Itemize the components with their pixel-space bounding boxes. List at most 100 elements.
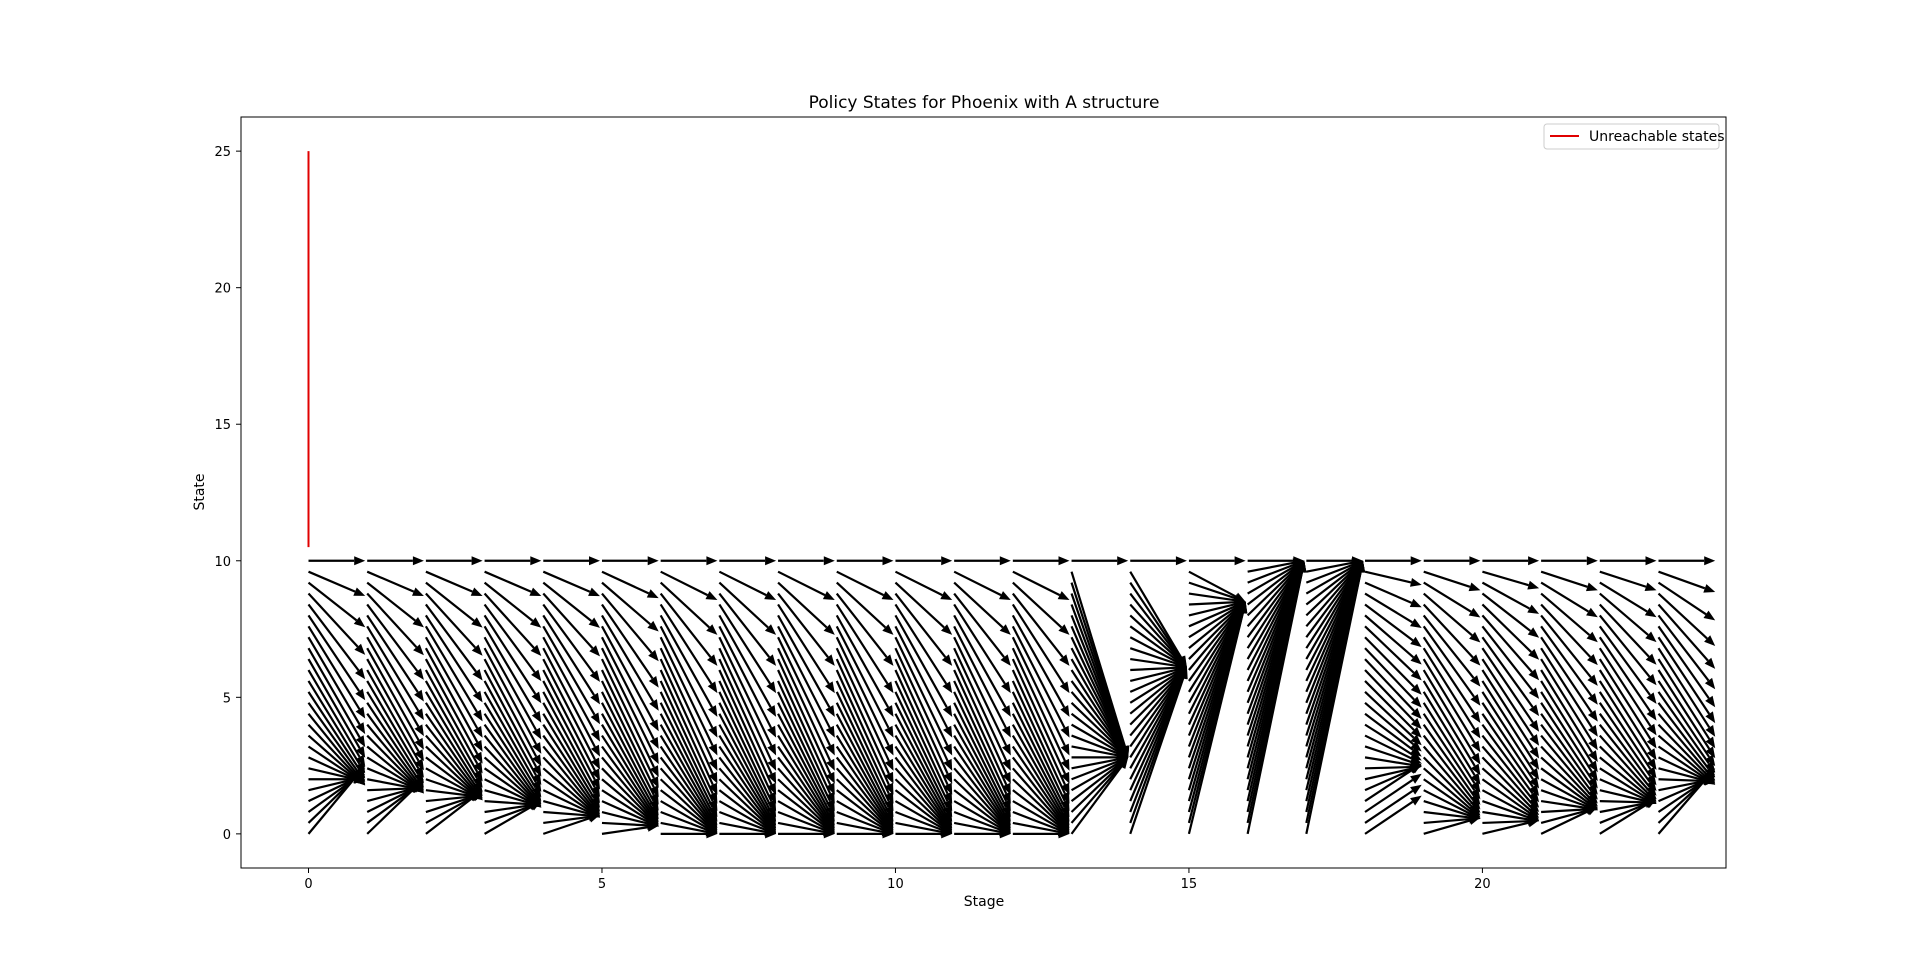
policy-arrow-head <box>1000 654 1011 666</box>
policy-arrow-head <box>1528 804 1540 816</box>
policy-arrow-shaft <box>1305 569 1358 649</box>
y-tick-label: 0 <box>223 828 231 843</box>
policy-arrow-shaft <box>424 625 478 713</box>
policy-arrow-shaft <box>1599 802 1646 814</box>
policy-arrow-shaft <box>1305 568 1358 638</box>
policy-arrow-head <box>648 676 659 688</box>
policy-arrow-head <box>765 556 777 566</box>
policy-arrow-head <box>1646 723 1657 736</box>
policy-arrow-shaft <box>835 767 888 826</box>
policy-arrow-shaft <box>1364 570 1412 584</box>
policy-arrow-shaft <box>1188 608 1239 660</box>
policy-arrow-shaft <box>1129 582 1182 659</box>
policy-arrow-shaft <box>1129 636 1178 664</box>
policy-arrow-shaft <box>1246 567 1298 617</box>
policy-arrow-shaft <box>1540 713 1593 787</box>
policy-arrow-head <box>588 617 600 628</box>
policy-arrow-shaft <box>1658 779 1706 803</box>
policy-arrow-head <box>1646 748 1657 760</box>
policy-arrow-head <box>943 799 953 812</box>
policy-arrow-shaft <box>542 800 590 816</box>
policy-arrow-head <box>532 764 542 777</box>
policy-arrow-shaft <box>953 745 1006 822</box>
policy-arrow-shaft <box>366 734 417 787</box>
policy-arrow-shaft <box>835 724 890 817</box>
policy-arrow-head <box>1410 556 1422 566</box>
policy-arrow-head <box>1529 776 1540 789</box>
y-tick-label: 15 <box>214 418 231 433</box>
policy-arrow-shaft <box>307 691 361 770</box>
policy-arrow-shaft <box>836 821 883 833</box>
policy-arrow-shaft <box>1481 734 1534 800</box>
policy-arrow-shaft <box>601 592 653 654</box>
policy-arrow-shaft <box>1658 756 1706 781</box>
policy-arrow-shaft <box>1305 570 1360 682</box>
policy-arrow-shaft <box>484 805 533 835</box>
policy-arrow-head <box>767 758 777 771</box>
policy-arrow-shaft <box>425 767 474 796</box>
policy-arrow-shaft <box>1422 756 1474 809</box>
policy-arrow-shaft <box>1657 779 1707 813</box>
policy-arrow-shaft <box>718 603 772 685</box>
policy-arrow-shaft <box>660 810 708 831</box>
policy-arrow-shaft <box>659 778 711 827</box>
policy-arrow-shaft <box>366 614 419 693</box>
policy-arrow-shaft <box>1481 603 1533 653</box>
policy-arrow-head <box>1002 771 1011 784</box>
policy-arrow-shaft <box>1188 603 1236 617</box>
policy-arrows <box>307 556 1716 839</box>
policy-arrow-head <box>1468 582 1481 592</box>
policy-arrow-head <box>414 758 424 771</box>
policy-arrow-shaft <box>1364 625 1415 674</box>
policy-arrow-head <box>589 556 600 566</box>
policy-arrow-shaft <box>1129 614 1180 661</box>
legend-label-unreachable: Unreachable states <box>1589 129 1725 145</box>
policy-arrow-head <box>532 754 542 767</box>
policy-arrow-shaft <box>953 778 1004 827</box>
policy-arrow-shaft <box>483 658 538 758</box>
policy-arrow-shaft <box>1423 810 1470 819</box>
policy-arrow-shaft <box>307 658 361 749</box>
policy-arrow-shaft <box>1364 691 1415 739</box>
policy-arrow-head <box>942 705 953 717</box>
policy-arrow-head <box>1002 799 1011 812</box>
policy-arrow-shaft <box>1481 581 1531 610</box>
policy-arrow-shaft <box>1658 778 1705 783</box>
policy-arrow-head <box>941 624 953 635</box>
policy-arrow-head <box>1528 800 1540 812</box>
policy-arrow-shaft <box>835 680 890 795</box>
policy-arrow-head <box>1175 556 1187 566</box>
policy-arrow-head <box>1410 784 1422 795</box>
policy-arrow-shaft <box>483 702 537 789</box>
policy-arrow-shaft <box>894 581 945 629</box>
policy-arrow-shaft <box>953 789 1003 828</box>
policy-arrow-shaft <box>1364 800 1414 835</box>
policy-arrow-shaft <box>659 756 712 824</box>
policy-arrow-shaft <box>1481 778 1531 815</box>
policy-arrow-head <box>764 591 777 600</box>
policy-arrow-shaft <box>425 795 472 803</box>
policy-arrow-shaft <box>1540 691 1593 773</box>
policy-arrow-head <box>1705 725 1716 737</box>
policy-arrow-head <box>884 799 894 812</box>
policy-arrow-shaft <box>1011 713 1066 813</box>
policy-arrow-shaft <box>894 647 949 762</box>
policy-arrow-shaft <box>542 636 596 733</box>
policy-arrow-shaft <box>366 745 417 788</box>
policy-arrow-shaft <box>366 787 414 803</box>
policy-arrow-head <box>1058 556 1070 566</box>
policy-arrow-head <box>884 705 894 717</box>
policy-arrow-shaft <box>894 680 949 795</box>
policy-arrow-shaft <box>601 778 651 821</box>
policy-arrow-head <box>1646 766 1657 779</box>
policy-arrow-head <box>649 737 659 749</box>
policy-arrow-shaft <box>542 789 591 814</box>
policy-arrow-shaft <box>1011 680 1066 795</box>
policy-arrow-head <box>826 799 835 812</box>
policy-arrow-shaft <box>1011 625 1066 729</box>
policy-arrow-shaft <box>777 821 825 833</box>
policy-arrow-shaft <box>1599 592 1649 636</box>
policy-arrow-shaft <box>1071 760 1119 781</box>
policy-arrow-head <box>649 752 659 765</box>
policy-arrow-head <box>1645 653 1657 665</box>
